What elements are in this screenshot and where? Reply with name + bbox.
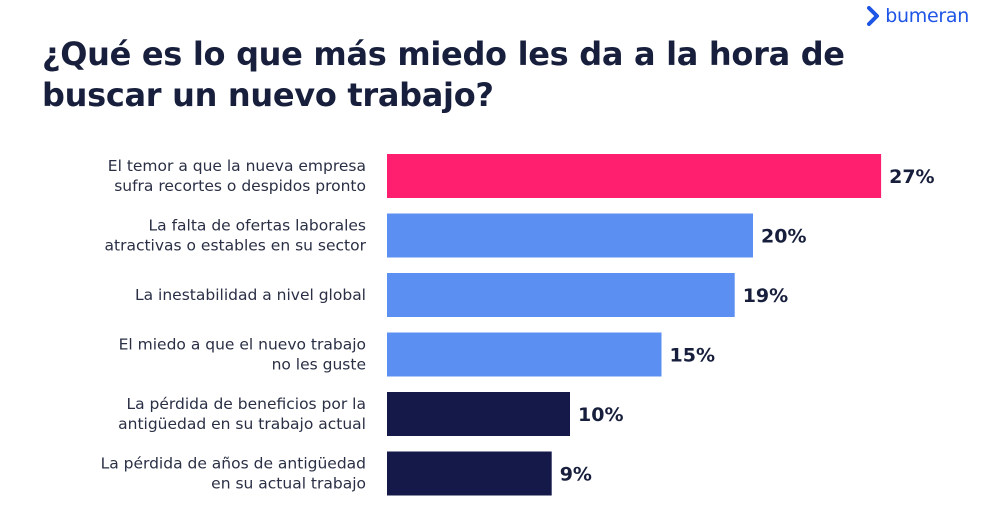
bar-4 <box>387 392 570 436</box>
brand-logo: bumeran <box>867 5 969 27</box>
chart-title: ¿Qué es lo que más miedo les da a la hor… <box>42 35 845 114</box>
category-label-0-0: El temor a que la nueva empresa <box>108 157 366 175</box>
chevron-right-icon <box>867 6 880 26</box>
bar-0 <box>387 154 882 198</box>
category-label-3-0: El miedo a que el nuevo trabajo <box>119 336 366 354</box>
category-label-3-1: no les guste <box>272 356 366 374</box>
bar-2 <box>387 273 735 317</box>
value-label-3: 15% <box>670 345 715 367</box>
value-label-2: 19% <box>743 285 788 307</box>
bar-5 <box>387 451 552 496</box>
value-label-4: 10% <box>578 404 623 426</box>
brand-name: bumeran <box>885 5 969 27</box>
category-label-5-1: en su actual trabajo <box>211 475 366 493</box>
value-label-0: 27% <box>889 166 934 188</box>
category-label-1-1: atractivas o estables en su sector <box>105 237 367 255</box>
category-label-0-1: sufra recortes o despidos pronto <box>114 177 366 195</box>
value-label-5: 9% <box>560 464 592 486</box>
category-label-2-0: La inestabilidad a nivel global <box>135 286 366 304</box>
category-label-5-0: La pérdida de años de antigüedad <box>101 455 366 473</box>
category-label-4-0: La pérdida de beneficios por la <box>127 395 367 413</box>
bar-3 <box>387 332 662 377</box>
value-label-1: 20% <box>761 226 806 248</box>
category-label-1-0: La falta de ofertas laborales <box>149 217 366 235</box>
category-label-4-1: antigüedad en su trabajo actual <box>118 415 366 433</box>
bar-1 <box>387 213 753 258</box>
